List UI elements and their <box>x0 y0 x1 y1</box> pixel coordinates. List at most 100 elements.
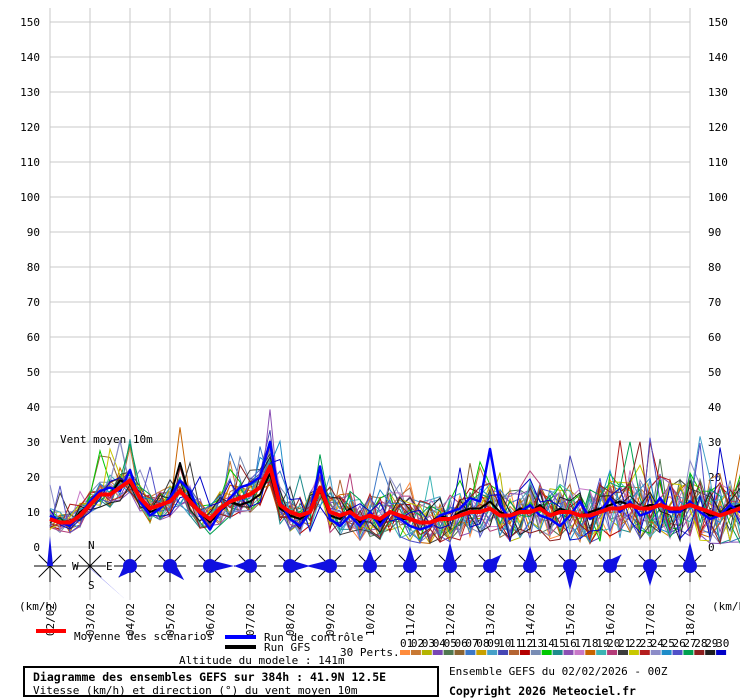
member-swatch <box>400 650 410 655</box>
member-swatch <box>410 650 421 655</box>
rose-core <box>603 559 617 573</box>
compass-label: E <box>106 560 113 573</box>
altitude-label: Altitude du modele : 141m <box>179 654 345 667</box>
member-line-25 <box>49 439 740 544</box>
member-label: 01 <box>400 637 413 650</box>
wind-rose <box>674 542 706 582</box>
y-tick-label-right: 110 <box>708 156 728 169</box>
wind-rose <box>594 550 626 582</box>
x-tick-label: 02/02 <box>44 603 57 636</box>
member-swatch <box>585 650 596 655</box>
member-swatch <box>563 650 574 655</box>
y-tick-label-right: 130 <box>708 86 728 99</box>
y-tick-label-left: 40 <box>27 401 40 414</box>
compass-label: N <box>88 539 95 552</box>
member-swatch <box>509 650 519 655</box>
rose-spoke <box>78 565 91 578</box>
footer-title: Diagramme des ensembles GEFS sur 384h : … <box>33 670 387 684</box>
member-swatch <box>694 650 705 655</box>
member-swatch <box>607 650 618 655</box>
y-tick-label-left: 120 <box>20 121 40 134</box>
member-swatch <box>574 650 585 655</box>
member-label: 22 <box>629 637 642 650</box>
member-swatch <box>672 650 683 655</box>
x-tick-label: 14/02 <box>524 603 537 636</box>
main-series <box>49 440 740 531</box>
member-label: 07 <box>465 637 478 650</box>
member-swatch <box>421 650 432 655</box>
wind-rose-compass: N SW E <box>34 536 126 600</box>
rose-core <box>643 559 657 573</box>
member-label: 17 <box>574 637 587 650</box>
member-label: 24 <box>651 637 665 650</box>
legend-gfs-label: Run GFS <box>264 641 310 654</box>
rose-core <box>163 559 177 573</box>
member-label: 28 <box>694 637 707 650</box>
y-tick-label-right: 70 <box>708 296 721 309</box>
member-swatch <box>487 650 498 655</box>
x-tick-label: 07/02 <box>244 603 257 636</box>
y-tick-label-left: 150 <box>20 16 40 29</box>
rose-spoke <box>38 565 51 578</box>
member-label: 23 <box>640 637 653 650</box>
y-tick-label-left: 90 <box>27 226 40 239</box>
member-label: 12 <box>520 637 533 650</box>
member-swatch <box>618 650 628 655</box>
member-swatch <box>639 650 650 655</box>
rose-petal <box>88 566 126 600</box>
member-swatch <box>498 650 509 655</box>
member-label: 15 <box>553 637 566 650</box>
member-label: 18 <box>585 637 598 650</box>
y-tick-label-right: 20 <box>708 471 721 484</box>
y-tick-label-left: 30 <box>27 436 40 449</box>
rose-spoke <box>89 554 102 567</box>
y-tick-label-right: 30 <box>708 436 721 449</box>
y-tick-label-right: 40 <box>708 401 721 414</box>
y-tick-label-left: 70 <box>27 296 40 309</box>
wind-rose <box>194 550 234 582</box>
legend: Moyenne des scénarios Run de contrôle Ru… <box>36 629 729 659</box>
y-tick-label-left: 130 <box>20 86 40 99</box>
y-tick-label-right: 90 <box>708 226 721 239</box>
member-swatch <box>596 650 607 655</box>
run-label: Ensemble GEFS du 02/02/2026 - 00Z <box>449 665 668 678</box>
y-tick-label-left: 10 <box>27 506 40 519</box>
y-tick-label-left: 50 <box>27 366 40 379</box>
member-label: 29 <box>705 637 718 650</box>
y-tick-label-left: 20 <box>27 471 40 484</box>
rose-core <box>483 559 497 573</box>
wind-rose <box>306 550 346 582</box>
ensemble-members <box>49 409 740 545</box>
member-swatch <box>661 650 672 655</box>
x-tick-label: 17/02 <box>644 603 657 636</box>
member-label: 21 <box>618 637 631 650</box>
member-label: 27 <box>683 637 696 650</box>
x-tick-label: 11/02 <box>404 603 417 636</box>
member-label: 06 <box>455 637 468 650</box>
y-tick-label-left: 110 <box>20 156 40 169</box>
member-swatch <box>552 650 563 655</box>
member-swatch <box>432 650 443 655</box>
member-swatch <box>716 650 727 655</box>
x-tick-label: 06/02 <box>204 603 217 636</box>
member-swatch <box>650 650 661 655</box>
member-label: 13 <box>531 637 544 650</box>
rose-spoke <box>78 554 91 567</box>
y-tick-label-left: 60 <box>27 331 40 344</box>
wind-rose <box>114 550 146 582</box>
wind-rose <box>234 550 266 582</box>
legend-control-label: Run de contrôle <box>264 631 363 644</box>
x-tick-label: 15/02 <box>564 603 577 636</box>
x-tick-label: 10/02 <box>364 603 377 636</box>
member-label: 10 <box>498 637 511 650</box>
rose-core <box>403 559 417 573</box>
compass-label: W <box>72 560 79 573</box>
x-tick-label: 13/02 <box>484 603 497 636</box>
y-tick-label-right: 140 <box>708 51 728 64</box>
y-unit-right: (km/h) <box>712 600 740 613</box>
member-label: 03 <box>422 637 435 650</box>
legend-mean-label: Moyenne des scénarios <box>74 630 213 643</box>
member-label: 25 <box>662 637 675 650</box>
y-tick-label-right: 80 <box>708 261 721 274</box>
